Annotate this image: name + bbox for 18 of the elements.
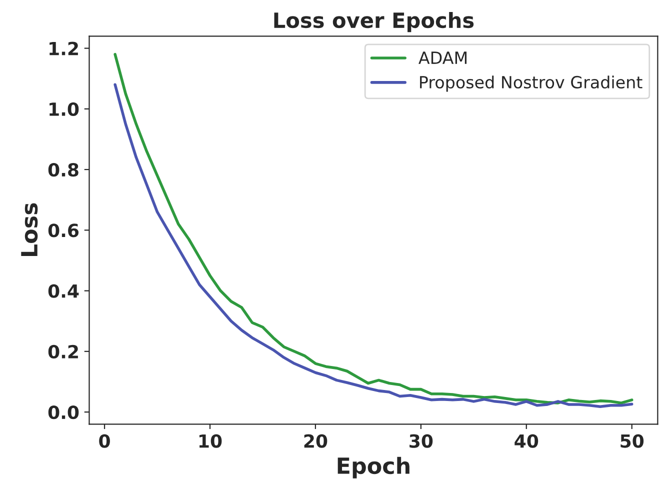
legend-label: ADAM <box>418 52 467 64</box>
y-tick-label: 1.2 <box>50 42 78 56</box>
x-axis-title: Epoch <box>338 456 410 478</box>
x-tick-label: 20 <box>304 434 328 448</box>
x-tick-label: 10 <box>199 434 222 448</box>
x-tick-label: 40 <box>514 434 538 448</box>
y-axis-title: Loss <box>21 203 38 256</box>
chart-title: Loss over Epochs <box>274 12 474 32</box>
y-tick-label: 0.4 <box>48 284 79 298</box>
legend-label: Proposed Nostrov Gradient <box>420 76 642 92</box>
y-tick-label: 0.0 <box>48 405 79 420</box>
x-tick-label: 50 <box>620 434 644 448</box>
x-tick-label: 30 <box>410 434 433 448</box>
x-tick-label: 0 <box>99 434 110 448</box>
y-tick-label: 0.2 <box>48 344 78 359</box>
y-tick-label: 0.8 <box>48 162 78 177</box>
y-tick-label: 0.6 <box>48 224 79 238</box>
y-tick-label: 1.0 <box>50 102 79 116</box>
